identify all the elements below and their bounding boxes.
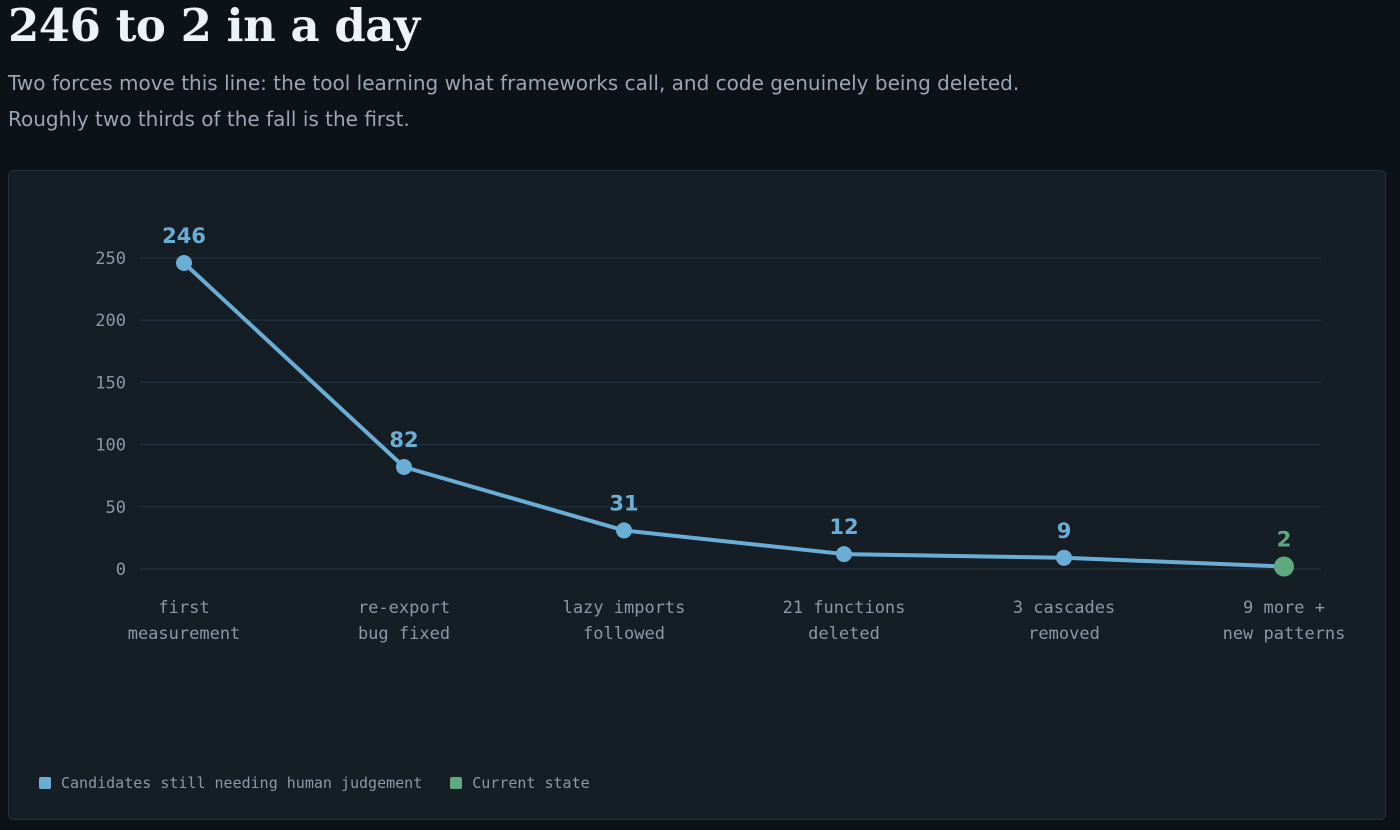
subtitle-line-2: Roughly two thirds of the fall is the fi… [8,107,410,131]
legend-swatch-candidates [39,777,51,789]
y-tick-label: 0 [116,560,126,580]
y-tick-label: 100 [95,436,126,456]
legend: Candidates still needing human judgement… [39,774,618,792]
legend-swatch-current-state [450,777,463,789]
x-tick-label: bug fixed [358,624,450,644]
x-tick-label: deleted [808,624,880,644]
y-tick-label: 250 [95,249,126,269]
x-tick-label: lazy imports [563,598,686,618]
subtitle-line-1: Two forces move this line: the tool lear… [8,71,1020,95]
legend-item-candidates: Candidates still needing human judgement [39,774,422,792]
line-chart: 0 50 100 150 200 250 246 82 31 12 9 2 first measureme… [95,224,1346,644]
legend-label-candidates: Candidates still needing human judgement [61,774,423,792]
data-label: 246 [162,224,206,248]
data-point [616,522,632,539]
data-point [396,458,412,475]
chart-panel: 0 50 100 150 200 250 246 82 31 12 9 2 first measureme… [8,170,1386,820]
data-label: 2 [1277,528,1292,552]
x-tick-label: 3 cascades [1013,598,1115,618]
current-state-point [1274,556,1294,577]
page-title: 246 to 2 in a day [8,0,420,52]
x-tick-label: 21 functions [783,598,906,618]
data-label: 31 [609,491,638,515]
x-tick-label: re-export [358,598,450,618]
data-label: 82 [389,428,418,452]
x-tick-label: 9 more + [1243,598,1325,618]
data-label: 12 [829,515,858,539]
y-tick-label: 50 [106,498,126,518]
x-tick-label: first [158,598,209,618]
x-tick-label: new patterns [1223,624,1346,644]
data-point [836,546,852,563]
data-point [1056,549,1072,566]
data-label: 9 [1057,519,1072,543]
y-tick-label: 150 [95,373,126,393]
data-point [176,254,192,271]
legend-item-current-state: Current state [450,774,590,792]
x-tick-label: followed [583,624,665,644]
legend-label-current-state: Current state [472,774,590,792]
x-tick-label: measurement [128,624,241,644]
x-tick-label: removed [1028,624,1100,644]
y-tick-label: 200 [95,311,126,331]
series-line [182,260,1286,569]
